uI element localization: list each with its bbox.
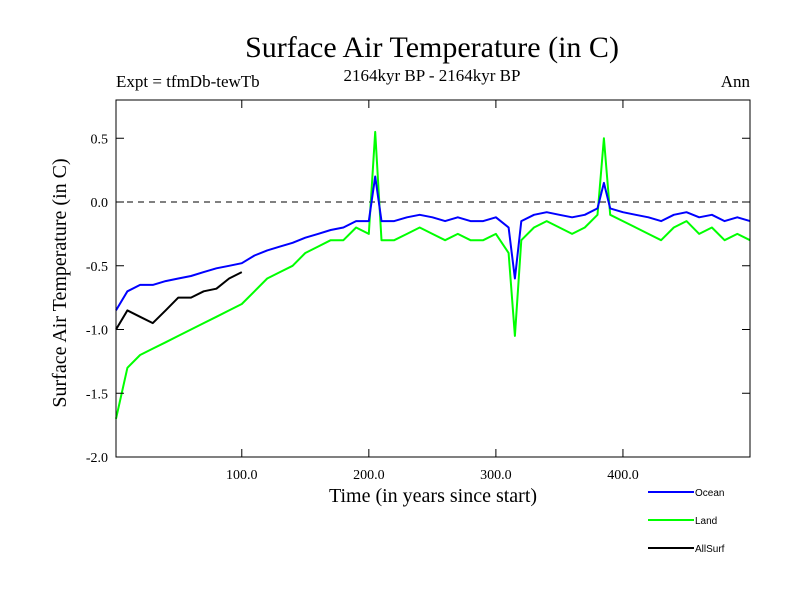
y-tick-label: 0.0 — [91, 196, 109, 211]
y-tick-label: -1.5 — [86, 387, 108, 402]
experiment-label: Expt = tfmDb-tewTb — [116, 72, 260, 91]
series-layer — [115, 130, 751, 420]
season-label: Ann — [721, 72, 751, 91]
y-tick-label: -0.5 — [86, 260, 108, 275]
legend: Ocean Land AllSurf — [648, 488, 725, 555]
x-tick-label: 300.0 — [480, 468, 512, 483]
x-tick-label: 200.0 — [353, 468, 385, 483]
chart-title: Surface Air Temperature (in C) — [245, 31, 619, 64]
x-axis-label: Time (in years since start) — [329, 485, 537, 507]
series-line-allsurf — [115, 271, 243, 331]
y-tick-label: 0.5 — [91, 132, 109, 147]
y-tick-label: -1.0 — [86, 324, 108, 339]
legend-label-allsurf: AllSurf — [695, 544, 725, 555]
y-tick-label: -2.0 — [86, 451, 108, 466]
ticks-layer: 100.0 200.0 300.0 400.0 -2.0 -1.5 -1.0 -0.5 0.0 0… — [86, 100, 750, 483]
legend-label-land: Land — [695, 516, 717, 527]
period-label: 2164kyr BP - 2164kyr BP — [344, 66, 521, 85]
series-line-ocean — [115, 175, 751, 311]
series-line-land — [115, 130, 751, 420]
y-axis-label: Surface Air Temperature (in C) — [49, 158, 71, 407]
x-tick-label: 100.0 — [226, 468, 258, 483]
plot-frame — [115, 99, 751, 458]
legend-label-ocean: Ocean — [695, 488, 724, 499]
x-tick-label: 400.0 — [607, 468, 639, 483]
